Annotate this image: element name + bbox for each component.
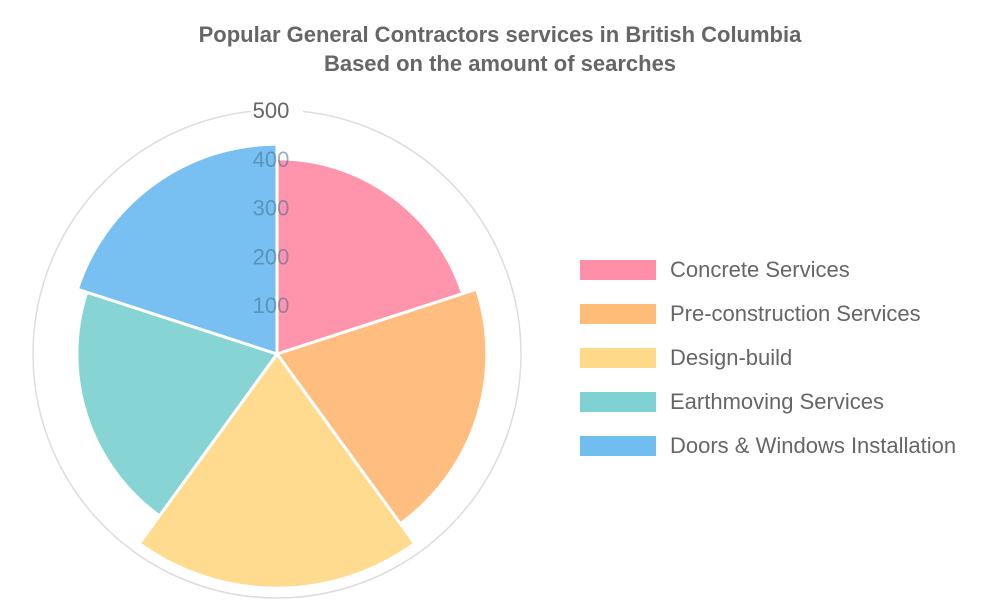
legend-item-doors-windows-installation[interactable]: Doors & Windows Installation: [580, 424, 956, 468]
slice-concrete-services[interactable]: [275, 157, 465, 356]
radial-ticks: 100 200 300 400 500: [251, 97, 303, 318]
slice-doors-windows-installation[interactable]: [75, 142, 279, 356]
chart-title-main: Popular General Contractors services in …: [198, 22, 802, 47]
chart-legend: Concrete Services Pre-construction Servic…: [580, 248, 956, 468]
tick-label-300: 300: [253, 196, 290, 221]
slice-earthmoving-services[interactable]: [75, 290, 279, 518]
tick-label-200: 200: [253, 244, 290, 269]
legend-label: Pre-construction Services: [670, 301, 921, 326]
tick-label-400: 400: [253, 147, 290, 172]
legend-swatch: [580, 348, 656, 368]
legend-label: Doors & Windows Installation: [670, 433, 957, 458]
tick-label-100: 100: [253, 293, 290, 318]
legend-swatch: [580, 260, 656, 280]
legend-item-concrete-services[interactable]: Concrete Services: [580, 248, 956, 292]
legend-swatch: [580, 304, 656, 324]
legend-item-design-build[interactable]: Design-build: [580, 336, 956, 380]
tick-label-background: [251, 97, 303, 121]
legend-label: Design-build: [670, 345, 793, 370]
legend-item-pre-construction-services[interactable]: Pre-construction Services: [580, 292, 956, 336]
legend-swatch: [580, 436, 656, 456]
legend-label: Earthmoving Services: [670, 389, 884, 414]
chart-subtitle: Based on the amount of searches: [323, 51, 677, 76]
tick-label-500: 500: [253, 98, 290, 123]
slice-pre-construction-services[interactable]: [275, 287, 489, 526]
legend-label: Concrete Services: [670, 257, 850, 282]
slice-design-build[interactable]: [137, 352, 417, 590]
legend-swatch: [580, 392, 656, 412]
legend-item-earthmoving-services[interactable]: Earthmoving Services: [580, 380, 956, 424]
chart-title: Popular General Contractors services in …: [0, 20, 1000, 78]
chart-slices: [75, 142, 489, 590]
